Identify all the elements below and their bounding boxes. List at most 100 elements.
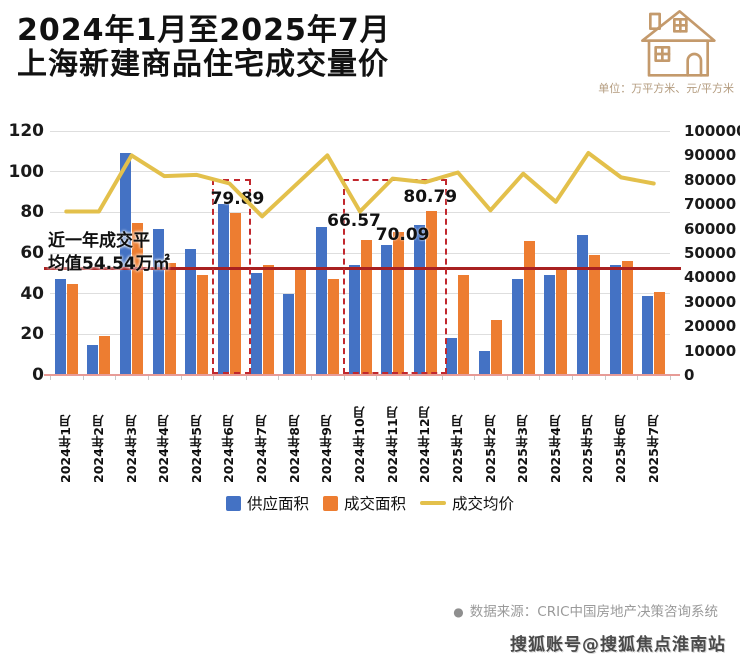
bar-deal (360, 239, 372, 375)
average-label-line1: 近一年成交平 (48, 231, 150, 251)
x-axis-label: 2024年6月 (221, 414, 237, 484)
bar-supply (87, 344, 99, 375)
average-line (44, 267, 681, 270)
bar-deal (132, 222, 144, 375)
axis-tick (637, 376, 639, 380)
right-axis-tick: 50000 (684, 244, 737, 262)
x-axis-label: 2024年2月 (90, 414, 106, 484)
x-axis-label: 2025年6月 (613, 414, 629, 484)
axis-tick (311, 376, 313, 380)
legend-label: 成交面积 (343, 495, 406, 513)
axis-tick (376, 376, 378, 380)
bar-supply (315, 226, 327, 375)
data-source: ● 数据来源：CRIC中国房地产决策咨询系统 (453, 600, 718, 620)
x-axis-label: 2024年9月 (319, 414, 335, 484)
bar-deal (99, 336, 111, 375)
gridline (50, 333, 670, 335)
bar-supply (283, 293, 295, 375)
bar-deal (621, 261, 633, 375)
right-axis-tick: 80000 (684, 170, 737, 189)
left-axis-tick: 100 (8, 161, 45, 182)
bar-supply (576, 234, 588, 375)
bar-supply (381, 244, 393, 375)
bar-deal (491, 320, 503, 375)
bar-supply (609, 265, 621, 375)
axis-tick (213, 376, 215, 380)
x-axis-label: 2025年2月 (482, 414, 498, 484)
bar-supply (217, 204, 229, 375)
bar-deal (425, 210, 437, 375)
legend-item-price: 成交均价 (420, 492, 514, 514)
plot-area (44, 130, 680, 376)
house-icon (634, 6, 720, 82)
bar-deal (66, 283, 78, 375)
left-axis-tick: 20 (20, 324, 44, 345)
price-line-swatch-icon (420, 501, 446, 505)
page-title: 2024年1月至2025年7月 上海新建商品住宅成交量价 (17, 14, 391, 82)
x-axis-label: 2024年1月 (58, 414, 74, 484)
legend-item-supply: 供应面积 (225, 492, 309, 514)
bar-value-label: 70.09 (375, 225, 430, 246)
supply-swatch-icon (225, 495, 241, 511)
deal-swatch-icon (322, 495, 338, 511)
bar-value-label: 66.57 (327, 210, 381, 231)
bar-value-label: 80.79 (403, 186, 458, 207)
bar-supply (511, 279, 523, 375)
bar-deal (262, 265, 274, 375)
x-axis-label: 2024年10月 (352, 405, 367, 483)
x-axis-label: 2025年4月 (547, 414, 563, 484)
average-line-label: 近一年成交平 均值54.54万㎡ (48, 230, 170, 276)
unit-note: 单位：万平方米、元/平方米 (598, 82, 734, 95)
x-axis-label: 2024年3月 (123, 414, 139, 484)
left-axis-tick: 80 (20, 202, 44, 223)
title-line1: 2024年1月至2025年7月 (17, 13, 391, 48)
bar-supply (642, 295, 654, 375)
axis-tick (441, 376, 443, 380)
x-axis-label: 2024年7月 (254, 414, 270, 484)
right-axis-tick: 10000 (684, 341, 737, 360)
axis-tick (115, 376, 117, 380)
axis-tick (245, 376, 247, 380)
bar-deal (164, 263, 176, 375)
x-axis-label: 2025年5月 (580, 414, 596, 484)
bar-supply (54, 279, 66, 375)
right-axis-tick: 0 (684, 366, 695, 384)
bar-deal (393, 232, 405, 375)
axis-tick (343, 376, 345, 380)
title-line2: 上海新建商品住宅成交量价 (17, 47, 389, 82)
legend-label: 成交均价 (452, 495, 515, 513)
axis-tick (506, 376, 508, 380)
axis-tick (670, 376, 671, 380)
source-text: 数据来源：CRIC中国房地产决策咨询系统 (469, 604, 718, 620)
axis-tick (474, 376, 476, 380)
average-label-line2: 均值54.54万㎡ (48, 254, 170, 274)
axis-tick (180, 376, 182, 380)
x-axis-label: 2024年8月 (286, 414, 302, 484)
right-axis-tick: 30000 (684, 292, 737, 311)
right-axis-tick: 90000 (684, 146, 737, 165)
x-axis-label: 2025年7月 (645, 414, 661, 484)
bar-supply (446, 338, 458, 375)
bar-supply (185, 248, 197, 375)
bar-deal (588, 255, 600, 375)
x-axis-label: 2024年12月 (417, 405, 433, 483)
axis-tick (604, 376, 606, 380)
gridline (50, 171, 670, 173)
axis-tick (278, 376, 280, 380)
gridline (50, 293, 670, 295)
bar-supply (544, 275, 556, 375)
legend: 供应面积 成交面积 成交均价 (0, 492, 740, 514)
legend-label: 供应面积 (246, 495, 309, 513)
left-axis-tick: 60 (20, 243, 44, 263)
bar-deal (458, 275, 470, 375)
left-axis-tick: 0 (32, 365, 44, 385)
bar-deal (197, 275, 209, 375)
axis-tick (50, 376, 51, 380)
x-axis-line (44, 374, 680, 376)
gridline (50, 252, 670, 254)
right-axis-tick: 20000 (684, 317, 737, 336)
gridline (50, 130, 670, 132)
